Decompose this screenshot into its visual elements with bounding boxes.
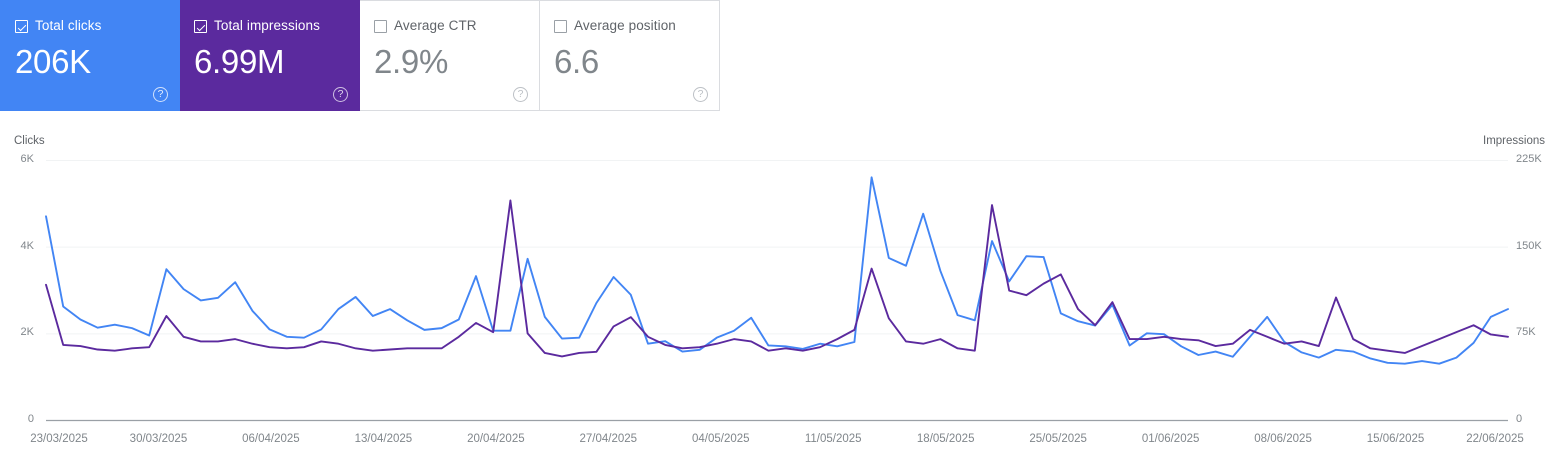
x-axis-tick-label: 18/05/2025 (916, 433, 975, 445)
help-icon[interactable]: ? (693, 87, 708, 102)
help-icon[interactable]: ? (333, 87, 348, 102)
series-line-total-impressions (45, 199, 1509, 358)
help-icon[interactable]: ? (513, 87, 528, 102)
chart-plot-area (45, 160, 1509, 422)
x-axis-tick-label: 27/04/2025 (579, 433, 638, 445)
left-axis-tick: 4K (20, 239, 34, 252)
metric-card-header: Total impressions (180, 1, 359, 33)
checkbox-average-ctr[interactable] (374, 19, 387, 33)
x-axis-tick-label: 20/04/2025 (467, 433, 525, 445)
x-axis-tick-label: 30/03/2025 (129, 433, 188, 445)
checkbox-total-clicks[interactable] (15, 19, 28, 33)
metric-card-value: 6.99M (194, 43, 285, 80)
metric-card-header: Average CTR (360, 1, 539, 33)
left-axis-title: Clicks (14, 135, 45, 147)
right-axis-tick: 75K (1516, 326, 1536, 339)
x-axis-tick-label: 11/05/2025 (804, 433, 862, 445)
x-axis-tick-label: 13/04/2025 (354, 433, 413, 445)
metric-card-label: Total impressions (214, 18, 320, 33)
x-axis-tick-label: 01/06/2025 (1141, 433, 1200, 445)
metric-card-header: Total clicks (1, 1, 179, 33)
metric-card-label: Average CTR (394, 18, 477, 33)
x-axis-tick-label: 04/05/2025 (691, 433, 750, 445)
right-axis-tick: 0 (1516, 413, 1523, 425)
metric-card-label: Average position (574, 18, 676, 33)
metric-card-label: Total clicks (35, 18, 102, 33)
series-line-total-clicks (45, 176, 1509, 365)
right-axis-title: Impressions (1483, 135, 1545, 147)
metric-card-total-impressions[interactable]: Total impressions 6.99M ? (180, 0, 360, 111)
x-axis-tick-label: 23/03/2025 (30, 433, 88, 445)
metric-cards-row: Total clicks 206K ? Total impressions 6.… (0, 0, 720, 111)
x-axis-tick-label: 08/06/2025 (1254, 433, 1312, 445)
right-axis-tick: 225K (1516, 153, 1542, 165)
x-axis-tick-label: 06/04/2025 (242, 433, 300, 445)
metric-card-value: 2.9% (374, 43, 449, 80)
x-axis-tick-label: 22/06/2025 (1466, 433, 1524, 445)
metric-card-total-clicks[interactable]: Total clicks 206K ? (0, 0, 180, 111)
performance-chart[interactable]: Clicks Impressions 0 2K 4K 6K 0 75K 150K 225K … (0, 111, 1557, 474)
x-axis-tick-label: 25/05/2025 (1029, 433, 1087, 445)
metric-card-header: Average position (540, 1, 719, 33)
metric-card-value: 206K (15, 43, 91, 80)
left-axis-tick: 6K (20, 153, 34, 165)
x-axis-tick-label: 15/06/2025 (1366, 433, 1425, 445)
checkbox-total-impressions[interactable] (194, 19, 207, 33)
checkbox-average-position[interactable] (554, 19, 567, 33)
right-axis-tick: 150K (1516, 239, 1542, 252)
left-axis-tick: 2K (20, 326, 34, 339)
metric-card-value: 6.6 (554, 43, 599, 80)
help-icon[interactable]: ? (153, 87, 168, 102)
metric-card-average-ctr[interactable]: Average CTR 2.9% ? (360, 0, 540, 111)
metric-card-average-position[interactable]: Average position 6.6 ? (540, 0, 720, 111)
left-axis-tick: 0 (27, 413, 34, 425)
